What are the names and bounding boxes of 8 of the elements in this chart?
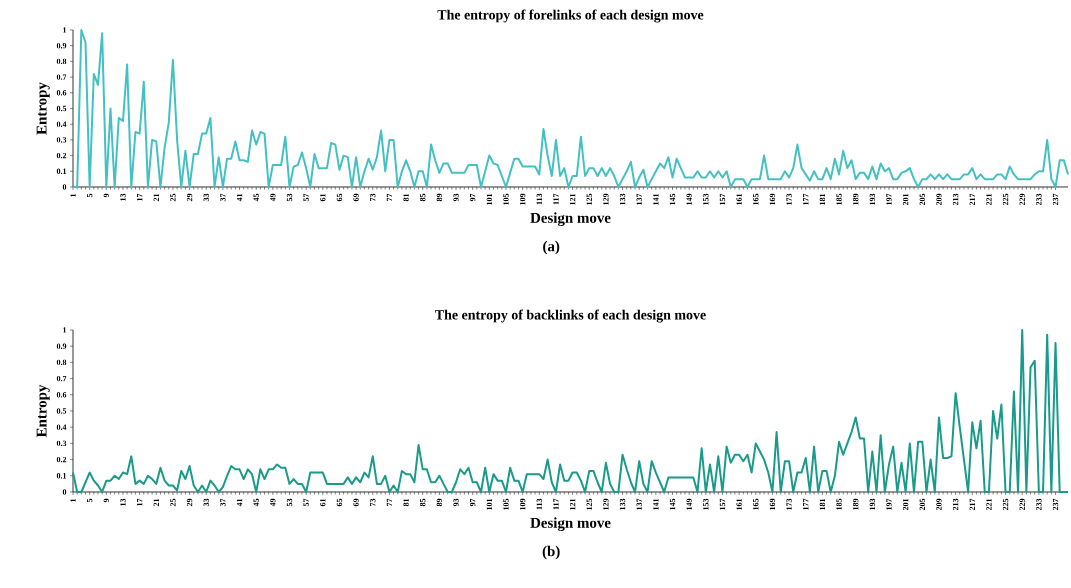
chart-title: The entropy of backlinks of each design move: [435, 309, 706, 323]
x-axis-title: Design move: [530, 212, 611, 226]
x-axis-title: Design move: [530, 517, 611, 531]
text: (b): [542, 545, 560, 560]
text: (a): [543, 240, 560, 255]
chart-title: The entropy of forelinks of each design move: [437, 9, 704, 23]
y-axis-title: Entropy: [36, 384, 50, 438]
y-axis-title: Entropy: [36, 82, 50, 135]
